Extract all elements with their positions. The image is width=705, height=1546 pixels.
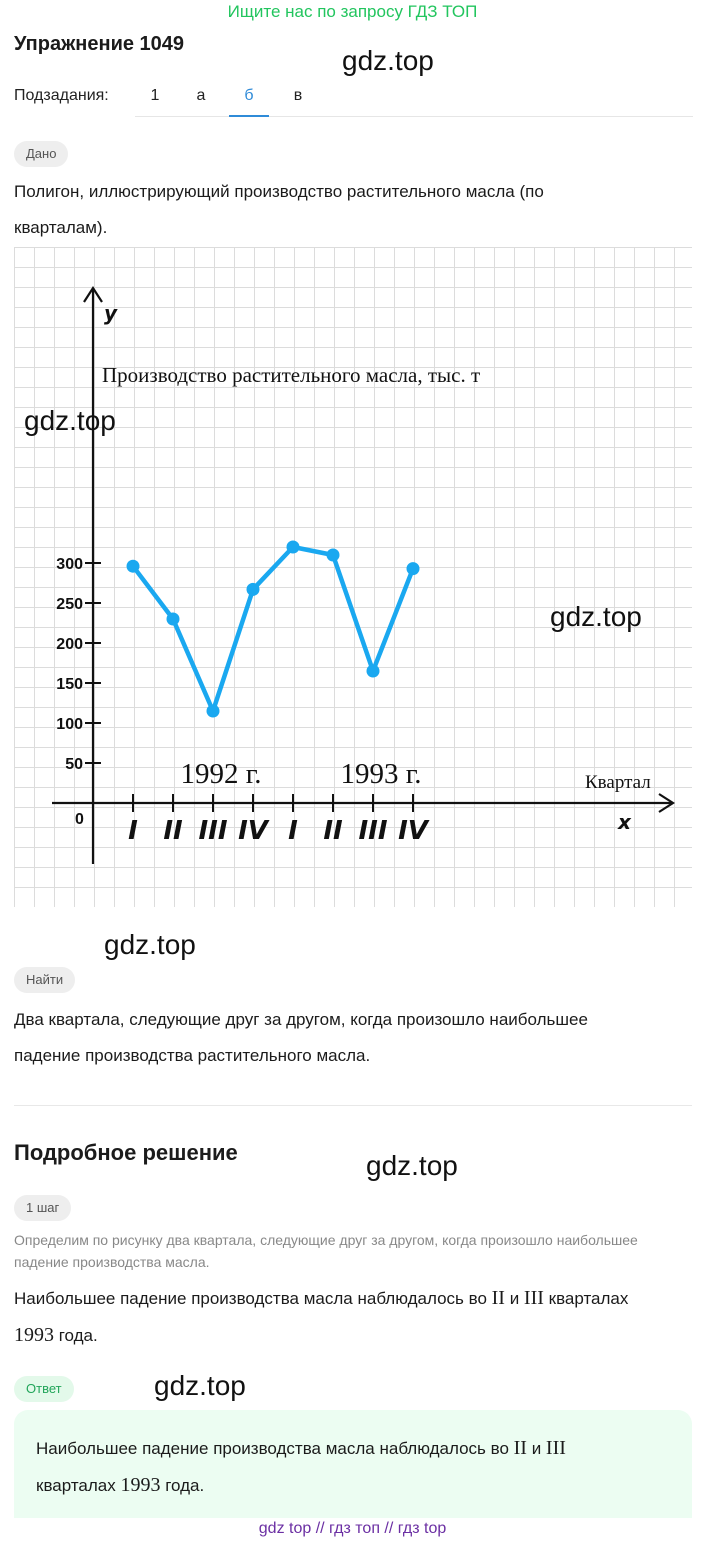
y-axis-arrow	[83, 285, 103, 303]
divider	[14, 1105, 692, 1106]
watermark: gdz.top	[342, 45, 434, 76]
y-tick-label: 150	[56, 676, 83, 693]
exercise-title: Упражнение 1049	[14, 33, 185, 55]
x-tick-label: I	[128, 816, 138, 846]
data-point	[206, 704, 220, 718]
subtask-tab-b[interactable]: б	[229, 87, 269, 117]
origin-label: 0	[75, 811, 84, 828]
watermark: gdz.top	[24, 405, 116, 436]
x-tick-label: II	[163, 816, 183, 846]
y-tick-label: 100	[56, 716, 83, 733]
x-axis-arrow	[658, 793, 676, 813]
chart-polygon: y x Производство растительного масла, тыс.…	[14, 247, 692, 907]
watermark: gdz.top	[154, 1370, 246, 1401]
x-axis-letter: x	[617, 810, 632, 834]
series-line	[131, 544, 416, 714]
subtasks-label: Подзадания:	[14, 87, 109, 104]
step-badge: 1 шаг	[14, 1195, 72, 1221]
data-point	[366, 664, 380, 678]
watermark: gdz.top	[104, 929, 196, 960]
y-tick-label: 50	[65, 756, 83, 773]
answer-badge: Ответ	[14, 1376, 74, 1402]
x-tick-label: II	[323, 816, 343, 846]
watermark: gdz.top	[550, 601, 642, 632]
given-badge: Дано	[14, 141, 69, 167]
y-axis-letter: y	[104, 301, 118, 325]
find-badge: Найти	[14, 967, 76, 993]
x-tick-label: IV	[238, 816, 270, 846]
chart-svg: y x Производство растительного масла, тыс.…	[52, 285, 676, 864]
x-tick-label: III	[358, 816, 387, 846]
y-tick-label: 300	[56, 556, 83, 573]
subtask-tab-a[interactable]: а	[196, 87, 206, 104]
x-tick-label: I	[288, 816, 298, 846]
answer-text: Наибольшее падение производства масла на…	[36, 1437, 566, 1496]
solution-heading: Подробное решение	[14, 1140, 238, 1165]
x-axis-label: Квартал	[585, 772, 651, 793]
promo-banner[interactable]: Ищите нас по запросу ГДЗ ТОП	[227, 2, 478, 21]
given-text: Полигон, иллюстрирующий производство рас…	[14, 182, 544, 237]
x-tick-label: III	[198, 816, 227, 846]
answer-box: Наибольшее падение производства масла на…	[14, 1410, 692, 1518]
data-point	[286, 540, 300, 554]
chart-title: Производство растительного масла, тыс. т	[102, 363, 480, 387]
step-note: Определим по рисунку два квартала, следу…	[14, 1232, 638, 1270]
footer-links[interactable]: gdz top // гдз топ // гдз top	[258, 1520, 447, 1537]
data-point	[326, 548, 340, 562]
solution-result: Наибольшее падение производства масла на…	[14, 1287, 629, 1346]
y-tick-label: 250	[56, 596, 83, 613]
data-point	[246, 582, 260, 596]
subtask-tab-v[interactable]: в	[293, 87, 303, 104]
y-tick-label: 200	[56, 636, 83, 653]
subtasks-tabs: 1 а б в	[135, 75, 693, 117]
subtask-tab-1[interactable]: 1	[150, 87, 160, 104]
data-point	[126, 559, 140, 573]
find-text: Два квартала, следующие друг за другом, …	[14, 1010, 588, 1065]
year-label: 1993 г.	[340, 758, 421, 790]
data-point	[166, 612, 180, 626]
data-point	[406, 562, 420, 576]
x-tick-label: IV	[398, 816, 430, 846]
year-label: 1992 г.	[180, 758, 261, 790]
watermark: gdz.top	[366, 1150, 458, 1181]
